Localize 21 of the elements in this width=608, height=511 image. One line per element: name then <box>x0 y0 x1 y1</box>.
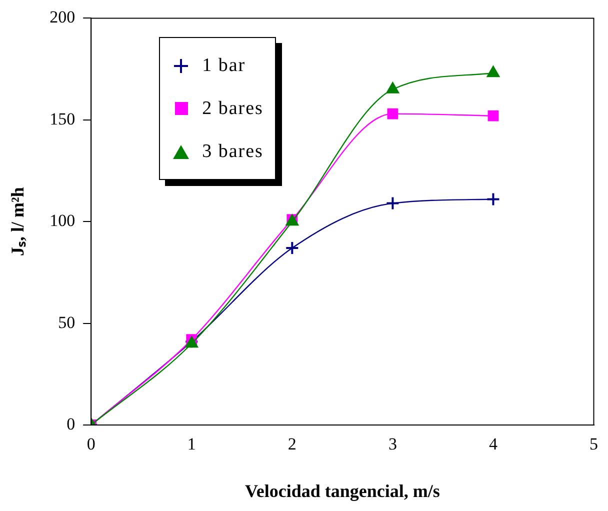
y-axis-title: Jₛ, l/ m²h <box>7 187 28 256</box>
point <box>386 196 400 210</box>
x-axis-title: Velocidad tangencial, m/s <box>244 480 440 501</box>
legend-label: 3 bares <box>202 140 264 163</box>
legend-label: 2 bares <box>202 98 264 120</box>
x-tick-label: 4 <box>488 434 498 454</box>
y-tick-label: 100 <box>50 211 76 230</box>
point <box>387 108 398 120</box>
y-tick-label: 0 <box>66 414 76 434</box>
y-tick-label: 50 <box>58 312 76 332</box>
y-tick-label: 150 <box>50 109 76 128</box>
y-tick-label: 200 <box>50 8 76 27</box>
point <box>285 241 300 256</box>
x-tick-label: 1 <box>187 434 196 454</box>
point <box>488 110 499 122</box>
x-tick-label: 2 <box>288 434 296 454</box>
point <box>486 192 500 206</box>
legend-label: 1 bar <box>202 54 246 77</box>
x-tick-label: 0 <box>86 434 96 454</box>
x-tick-label: 5 <box>590 434 598 454</box>
x-tick-label: 3 <box>388 434 397 454</box>
